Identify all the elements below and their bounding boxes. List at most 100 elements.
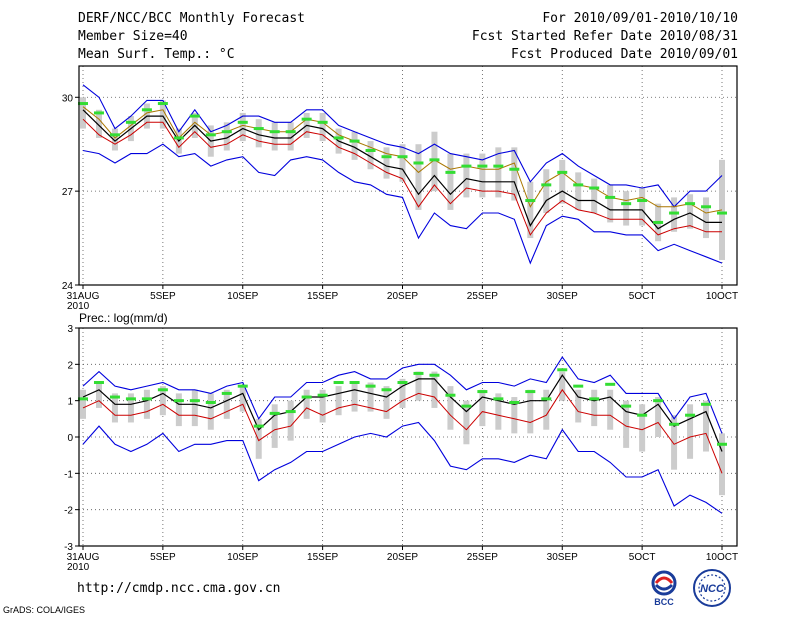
spread-bar [543, 169, 550, 214]
spread-bar [671, 197, 678, 232]
max-envelope-line [82, 356, 723, 434]
x-tick-label: 10OCT [706, 552, 738, 563]
member-size-label: Member Size=40 [78, 29, 188, 44]
spread-bar [111, 393, 118, 423]
observed-marker [269, 411, 280, 415]
observed-marker [109, 133, 120, 137]
spread-bar [687, 194, 694, 229]
x-tick-label: 30SEP [547, 291, 578, 302]
y-tick-label: 0 [67, 433, 73, 444]
observed-marker [589, 186, 600, 190]
y-tick-label: 30 [62, 93, 74, 104]
observed-marker [525, 199, 536, 203]
spread-bar [223, 389, 230, 419]
observed-marker [461, 404, 472, 408]
y-tick-label: -3 [64, 542, 73, 553]
observed-marker [381, 388, 392, 392]
spread-bar [191, 389, 198, 427]
spread-bar [607, 184, 614, 223]
observed-marker [141, 108, 152, 112]
observed-marker [413, 161, 424, 165]
observed-marker [557, 368, 568, 372]
spread-bar [575, 172, 582, 210]
bcc-logo-text: BCC [654, 597, 674, 607]
observed-marker [605, 382, 616, 386]
spread-bar [271, 122, 278, 151]
observed-marker [685, 413, 696, 417]
spread-bar [687, 404, 694, 459]
observed-marker [285, 130, 296, 134]
spread-bar [607, 389, 614, 430]
x-tick-label: 10OCT [706, 291, 738, 302]
spread-bar [511, 147, 518, 201]
spread-bar [287, 122, 294, 151]
observed-marker [429, 373, 440, 377]
max-envelope-line [82, 84, 723, 208]
x-tick-label: 15SEP [307, 291, 338, 302]
spread-bar [511, 397, 518, 434]
x-tick-label: 5SEP [150, 291, 176, 302]
observed-marker [141, 397, 152, 401]
spread-bar [575, 389, 582, 423]
observed-marker [93, 111, 104, 115]
observed-marker [493, 397, 504, 401]
spread-bar [431, 371, 438, 408]
observed-marker [653, 399, 664, 403]
x-tick-label: 5OCT [629, 291, 656, 302]
observed-marker [541, 397, 552, 401]
observed-marker [701, 205, 712, 209]
spread-bar [671, 415, 678, 470]
observed-marker [365, 148, 376, 152]
observed-marker [157, 102, 168, 106]
observed-marker [637, 413, 648, 417]
x-tick-label: 5OCT [629, 552, 656, 563]
observed-marker [653, 220, 664, 224]
spread-bar [639, 188, 646, 226]
observed-marker [413, 371, 424, 375]
observed-marker [157, 388, 168, 392]
observed-marker [605, 195, 616, 199]
min-envelope-line [82, 143, 723, 265]
observed-marker [349, 139, 360, 143]
spread-bar [527, 181, 534, 239]
observed-marker [237, 120, 248, 124]
ncc-logo-icon: NCC [690, 568, 734, 608]
spread-bar [159, 100, 166, 129]
observed-marker [317, 120, 328, 124]
x-tick-label: 25SEP [467, 291, 498, 302]
y-tick-label: 24 [62, 281, 74, 292]
spread-bar [207, 393, 214, 430]
plot-frame [78, 65, 738, 286]
variable-label: Mean Surf. Temp.: °C [78, 47, 235, 62]
spread-bar [143, 389, 150, 419]
observed-marker [621, 202, 632, 206]
y-tick-label: -2 [64, 506, 73, 517]
observed-marker [301, 395, 312, 399]
spread-bar [175, 393, 182, 427]
x-tick-label: 5SEP [150, 552, 176, 563]
precipitation-panel: -3 -2 -1 0 1 2 3 31AUG 5SEP 10SEP 15SEP 20SEP 25SEP 3… [64, 311, 738, 573]
observed-marker [717, 442, 727, 446]
spread-bar [95, 109, 102, 138]
start-date-label: Fcst Started Refer Date 2010/08/31 [471, 29, 738, 44]
spread-bar [639, 404, 646, 452]
observed-marker [573, 183, 584, 187]
x-tick-label: 30SEP [547, 552, 578, 563]
observed-marker [78, 102, 88, 106]
spread-bar [495, 147, 502, 198]
ncc-logo-text: NCC [700, 583, 725, 595]
observed-marker [589, 397, 600, 401]
spread-bar [479, 153, 486, 198]
spread-bar [239, 112, 246, 142]
spread-bar [623, 400, 630, 448]
spread-bar [367, 382, 374, 412]
website-url[interactable]: http://cmdp.ncc.cma.gov.cn [77, 581, 281, 596]
spread-bar [415, 144, 422, 210]
observed-marker [717, 211, 727, 215]
observed-marker [221, 391, 232, 395]
spread-bar [399, 144, 406, 182]
spread-bar [559, 159, 566, 204]
observed-marker [381, 155, 392, 159]
observed-marker [125, 120, 136, 124]
observed-marker [173, 136, 184, 140]
